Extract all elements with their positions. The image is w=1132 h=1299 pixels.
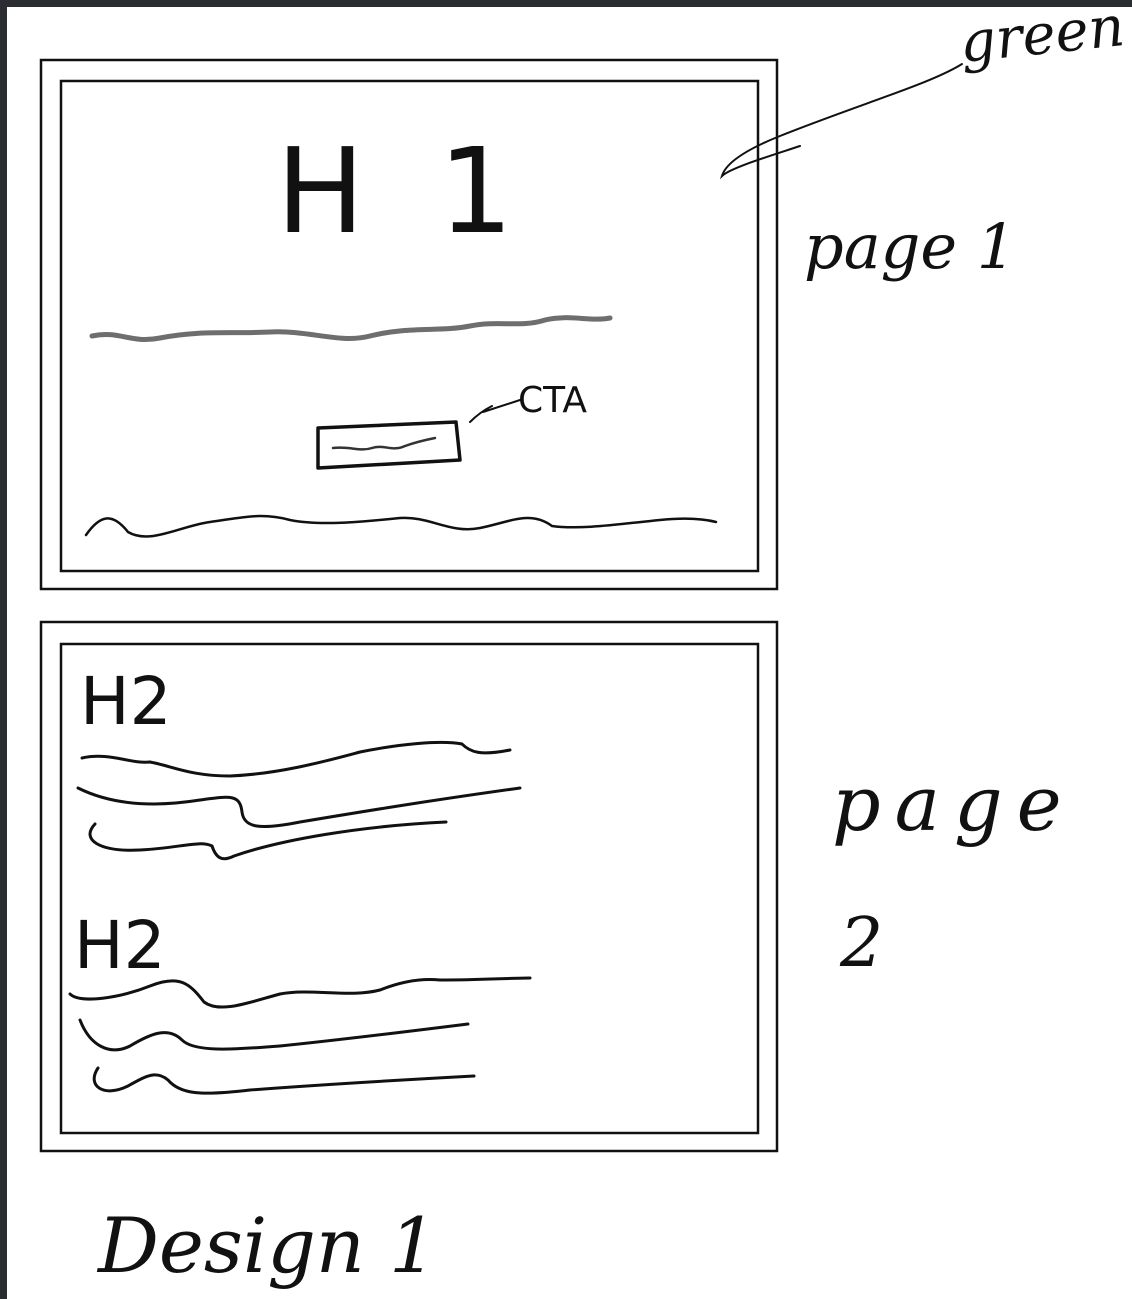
page1-heading: H 1: [276, 122, 531, 260]
page2-heading-2: H2: [74, 907, 166, 984]
page2-inner-frame: [59, 642, 760, 1135]
page1-inner-frame: [59, 79, 760, 573]
page2-label-line-1: page: [832, 759, 1076, 848]
cta-arrow: [469, 399, 521, 423]
window-top-bar: [0, 0, 1132, 7]
page2-text-line-4: [68, 976, 532, 1009]
color-note: green: [957, 0, 1128, 76]
page2-text-line-5: [78, 1018, 470, 1052]
cta-button-sketch: [316, 420, 462, 470]
page2-outer-frame: [39, 620, 779, 1153]
page1-wireframe: H 1 CTA: [39, 58, 779, 591]
page1-subheading-scribble: [89, 315, 613, 342]
page2-heading-1: H2: [80, 663, 172, 740]
page2-label-line-2: 2: [839, 904, 883, 983]
page2-wireframe: H2 H2: [39, 620, 779, 1153]
page2-text-line-1: [80, 740, 512, 778]
cta-annotation: CTA: [518, 380, 587, 421]
color-note-arrow: [719, 63, 963, 180]
page1-label: page 1: [804, 210, 1016, 283]
page2-text-line-2: [76, 786, 522, 829]
page1-footer-scribble: [84, 514, 718, 538]
page1-outer-frame: [39, 58, 779, 591]
window-left-bar: [0, 0, 7, 1299]
design-caption: Design 1: [96, 1201, 437, 1290]
page2-text-line-6: [92, 1066, 476, 1095]
page2-text-line-3: [88, 820, 448, 861]
